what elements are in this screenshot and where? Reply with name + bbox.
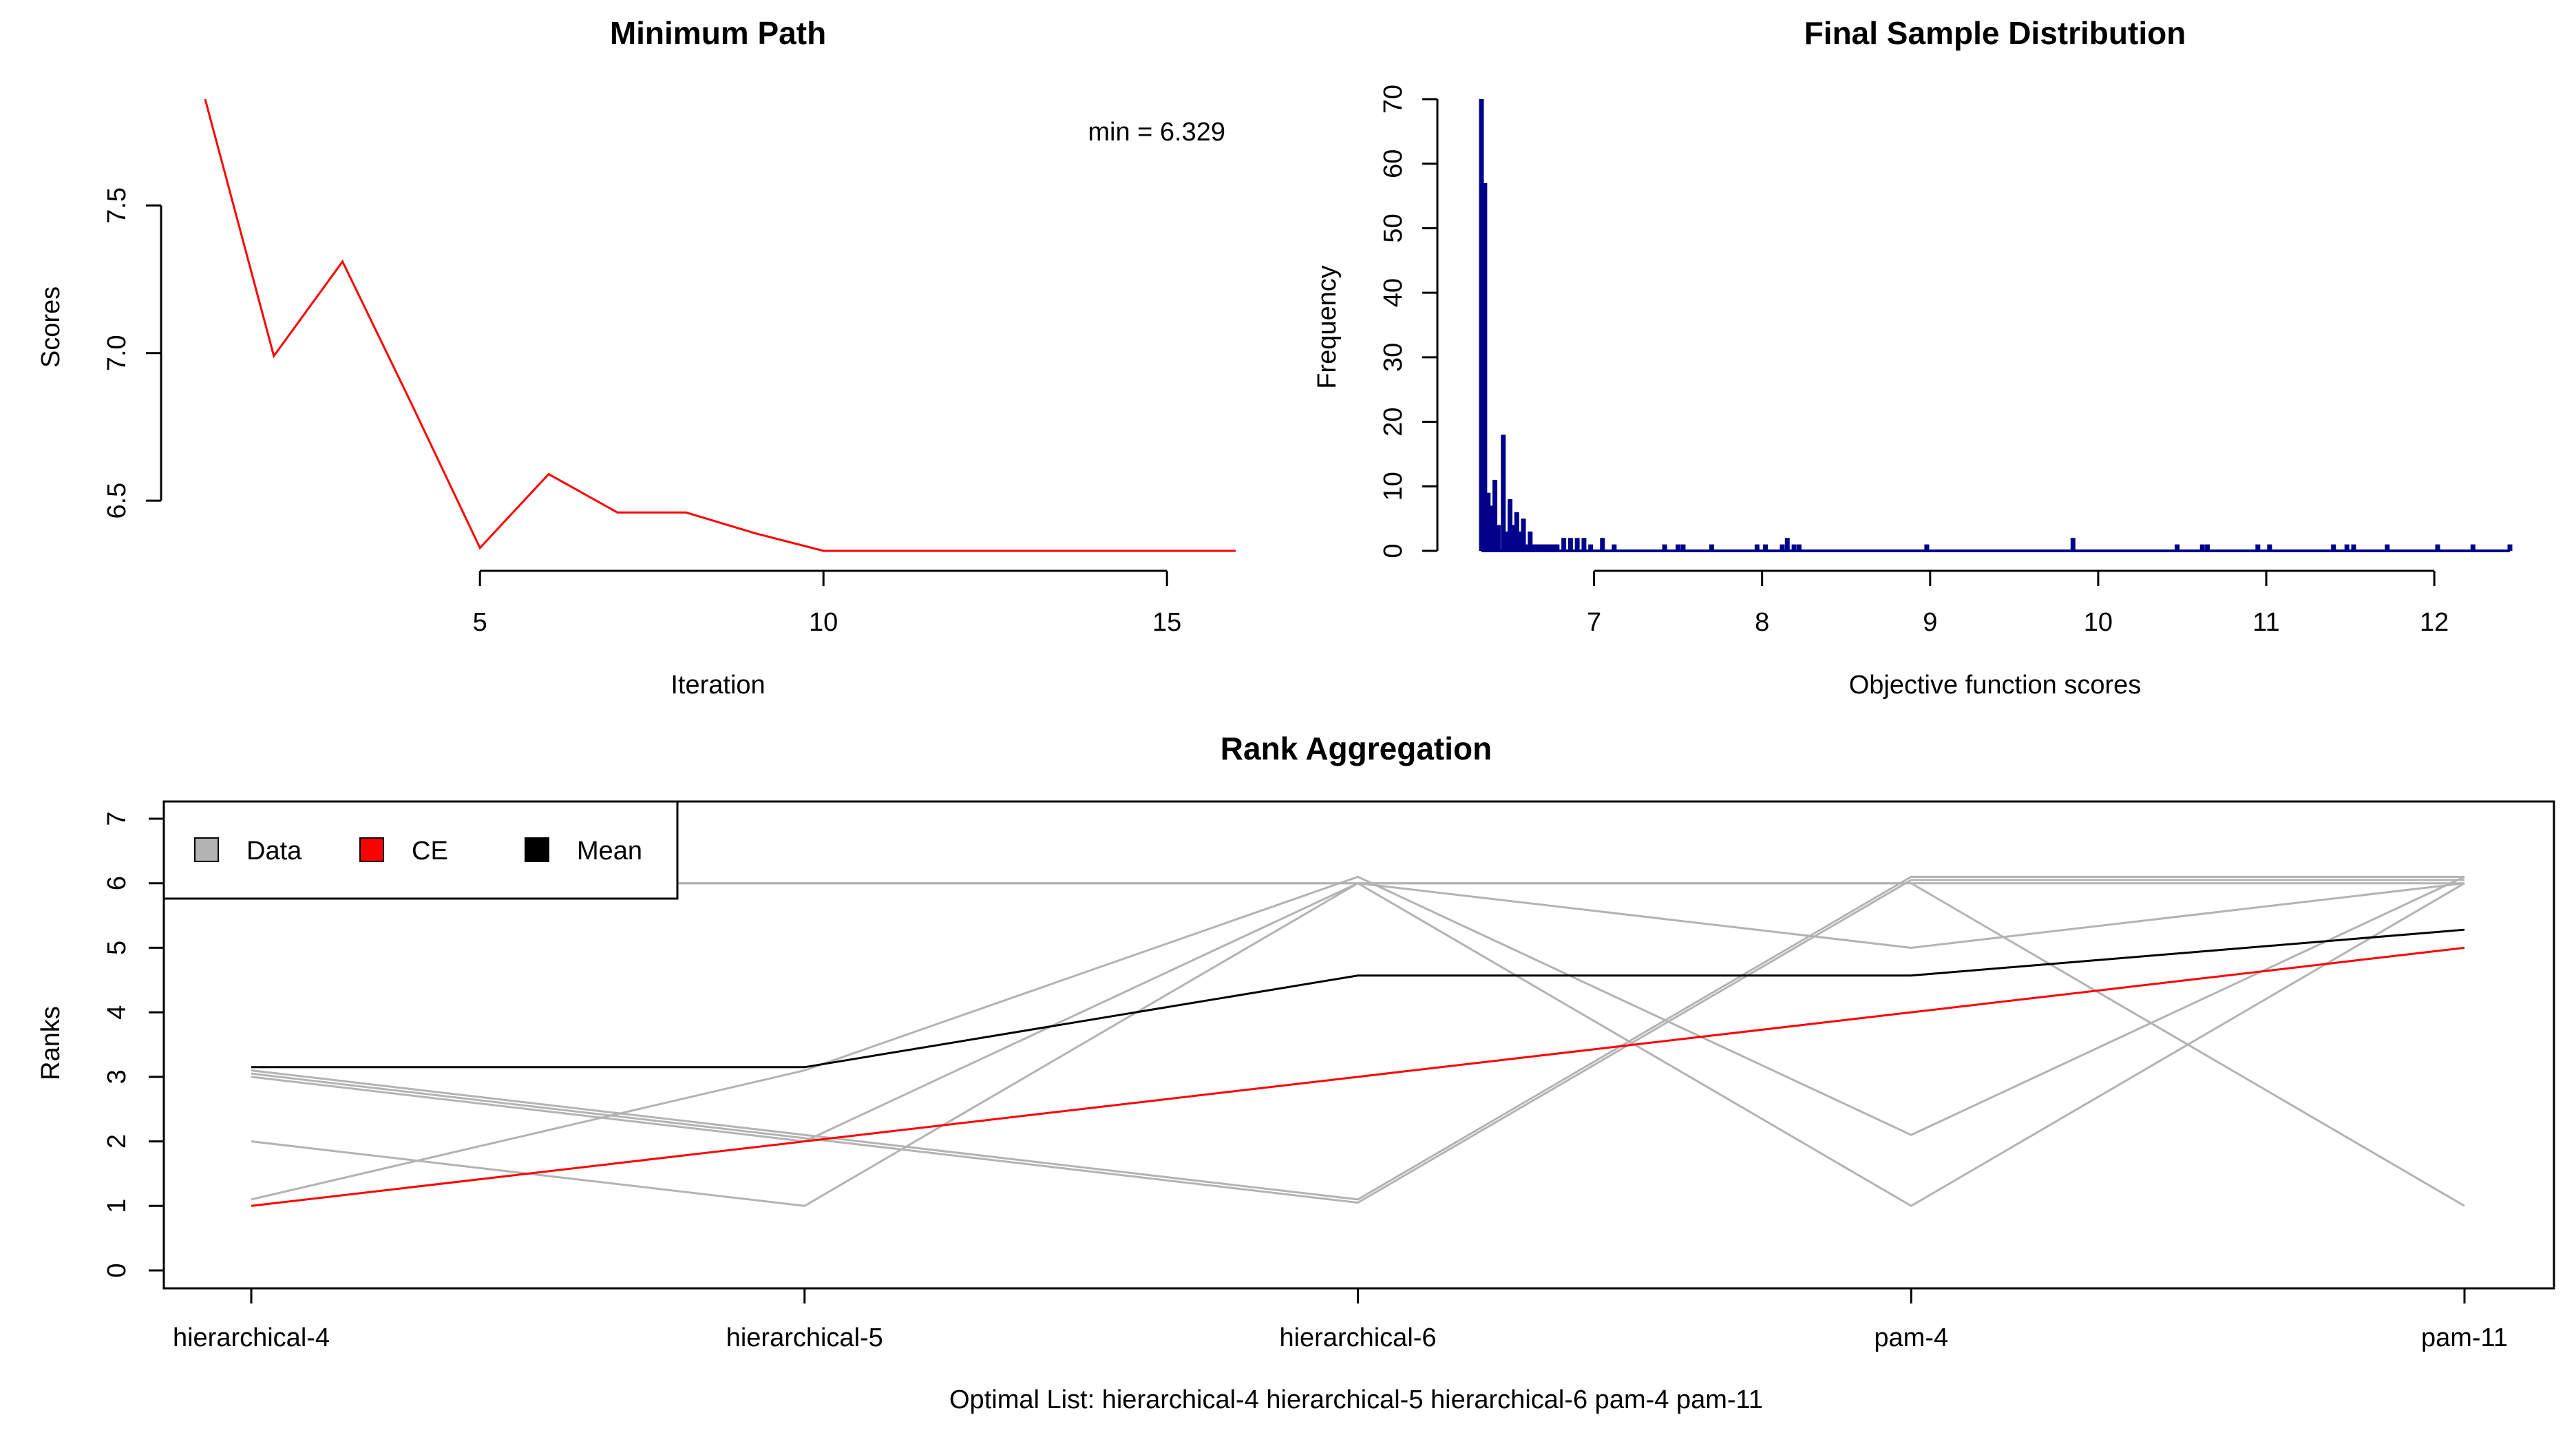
y-tick-label: 10	[1379, 472, 1408, 501]
x-tick-label: hierarchical-5	[726, 1323, 883, 1352]
legend-label-data: Data	[246, 837, 302, 866]
legend-label-mean: Mean	[577, 837, 642, 866]
y-tick-label: 1	[103, 1199, 131, 1213]
min-annotation: min = 6.329	[1088, 118, 1225, 147]
legend-swatch-data	[194, 837, 219, 862]
mean-line	[251, 928, 2465, 1069]
data-line	[251, 882, 2465, 1207]
y-tick-label: 7.5	[103, 187, 131, 224]
y-tick-label: 6	[103, 876, 131, 890]
legend-label-ce: CE	[412, 837, 448, 866]
y-tick-label: 40	[1379, 278, 1408, 307]
minimum-path-xlabel: Iteration	[671, 671, 765, 700]
data-line	[251, 879, 2464, 1204]
ce-line	[251, 946, 2465, 1207]
x-tick-label: 10	[809, 608, 838, 637]
y-tick-label: 5	[103, 941, 131, 955]
y-tick-label: 4	[103, 1005, 131, 1020]
data-line	[251, 875, 2464, 1201]
y-tick-label: 7.0	[103, 335, 131, 371]
distribution-xlabel: Objective function scores	[1849, 671, 2142, 700]
x-tick-label: 15	[1152, 608, 1181, 637]
rank-aggregation-title: Rank Aggregation	[1221, 731, 1492, 766]
y-tick-label: 70	[1379, 85, 1408, 114]
x-tick-label: 10	[2084, 608, 2113, 637]
minimum-path-panel: Minimum Path Iteration Scores min = 6.32…	[36, 15, 1236, 700]
y-tick-label: 20	[1379, 407, 1408, 436]
y-tick-label: 7	[103, 811, 131, 826]
x-tick-label: hierarchical-4	[173, 1323, 330, 1352]
y-tick-label: 2	[103, 1134, 131, 1149]
x-tick-label: hierarchical-6	[1279, 1323, 1436, 1352]
y-tick-label: 30	[1379, 343, 1408, 372]
distribution-title: Final Sample Distribution	[1804, 15, 2186, 51]
min-path-line	[204, 98, 1236, 552]
distribution-ylabel: Frequency	[1313, 265, 1342, 389]
legend-box	[162, 800, 679, 900]
x-tick-label: 7	[1587, 608, 1601, 637]
x-tick-label: pam-4	[1874, 1323, 1948, 1352]
x-tick-label: 5	[473, 608, 487, 637]
y-tick-label: 0	[1379, 543, 1408, 558]
x-tick-label: 8	[1755, 608, 1769, 637]
legend-swatch-mean	[525, 837, 549, 862]
legend: Data CE Mean	[162, 800, 679, 900]
y-tick-label: 6.5	[103, 483, 131, 519]
x-tick-label: 9	[1923, 608, 1937, 637]
rank-aggregation-panel: Rank Aggregation Optimal List: hierarchi…	[36, 731, 2555, 1414]
data-line	[251, 882, 2465, 1208]
y-tick-label: 60	[1379, 149, 1408, 178]
y-tick-label: 0	[103, 1263, 131, 1277]
x-tick-label: 12	[2420, 608, 2449, 637]
minimum-path-title: Minimum Path	[610, 15, 826, 51]
minimum-path-ylabel: Scores	[36, 286, 65, 368]
data-line	[251, 875, 2465, 1201]
y-tick-label: 3	[103, 1069, 131, 1084]
y-tick-label: 50	[1379, 213, 1408, 242]
legend-swatch-ce	[359, 837, 384, 862]
x-tick-label: 11	[2252, 608, 2279, 637]
rank-aggregation-ylabel: Ranks	[36, 1006, 65, 1080]
x-tick-label: pam-11	[2421, 1323, 2508, 1352]
data-line	[251, 882, 2465, 1207]
optimal-list-caption: Optimal List: hierarchical-4 hierarchica…	[949, 1385, 1763, 1414]
final-sample-distribution-panel: Final Sample Distribution Objective func…	[1313, 15, 2513, 700]
